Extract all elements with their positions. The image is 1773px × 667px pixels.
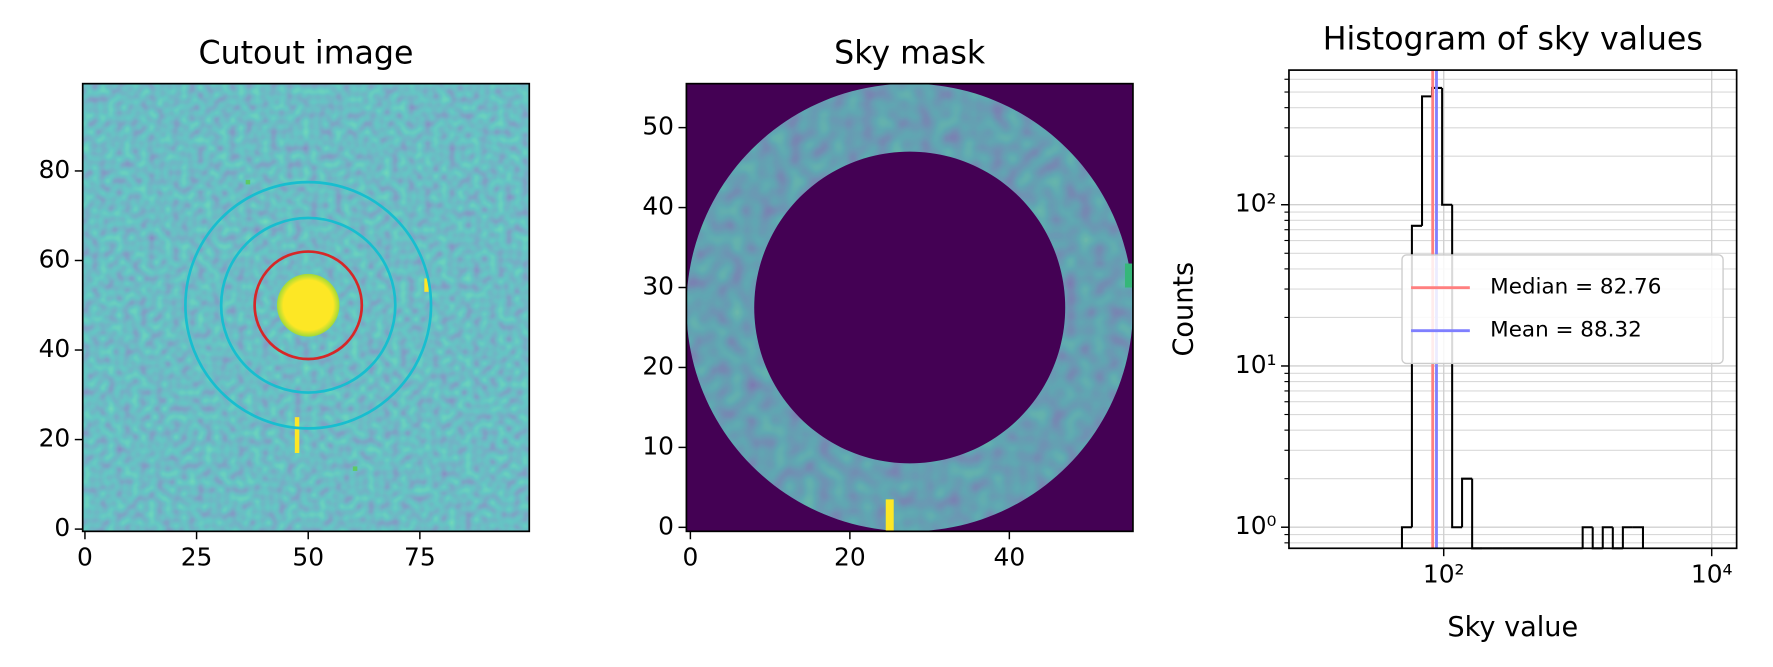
histogram-bar <box>1611 527 1623 550</box>
chart-title: Histogram of sky values <box>1323 22 1703 58</box>
cutout-image <box>82 83 530 532</box>
histogram-bar <box>1621 526 1633 549</box>
histogram-bar <box>1581 526 1593 549</box>
x-tick-label: 0 <box>682 542 698 571</box>
y-tick-label: 30 <box>642 272 674 301</box>
histogram-bar <box>1471 478 1483 550</box>
annulus-inner <box>219 216 397 394</box>
y-tick-label: 10² <box>1235 189 1277 218</box>
y-tick-label: 20 <box>39 424 71 453</box>
y-tick-label: 80 <box>39 155 71 184</box>
histogram-bar <box>1601 526 1613 549</box>
cosmic-ray <box>885 499 894 532</box>
aperture <box>253 250 364 361</box>
histogram-bar <box>1421 95 1433 226</box>
sky-mask-image <box>686 83 1133 532</box>
y-axis-label: Counts <box>1168 262 1199 357</box>
cosmic-ray <box>424 278 429 292</box>
y-tick-label: 50 <box>642 112 674 141</box>
x-tick-label: 10² <box>1423 559 1465 588</box>
x-tick-label: 40 <box>994 542 1026 571</box>
x-tick-label: 20 <box>834 542 866 571</box>
histogram-bar <box>1410 224 1423 528</box>
histogram-bar <box>1461 477 1473 528</box>
x-tick-label: 25 <box>181 542 213 571</box>
hot-pixel <box>245 179 251 185</box>
histogram-bar <box>1591 527 1603 550</box>
chart-title: Cutout image <box>198 35 413 71</box>
x-tick-label: 10⁴ <box>1691 559 1733 588</box>
y-tick-label: 40 <box>39 334 71 363</box>
hot-pixel <box>352 466 358 471</box>
legend-box <box>1401 254 1724 365</box>
y-tick-label: 0 <box>658 511 674 540</box>
axes-frame <box>685 82 1134 533</box>
star <box>276 273 340 337</box>
y-tick-label: 10⁰ <box>1235 511 1277 540</box>
legend-label: Mean = 88.32 <box>1490 318 1642 343</box>
y-tick-label: 60 <box>39 244 71 273</box>
chart-title: Sky mask <box>834 35 986 71</box>
axes-frame <box>81 82 531 533</box>
x-tick-label: 75 <box>404 542 436 571</box>
legend-label: Median = 82.76 <box>1490 275 1661 300</box>
y-tick-label: 10¹ <box>1235 350 1277 379</box>
annulus-outer <box>184 180 433 430</box>
x-tick-label: 50 <box>292 542 324 571</box>
x-tick-label: 0 <box>77 542 93 571</box>
axes-frame <box>1288 69 1738 550</box>
y-tick-label: 20 <box>642 351 674 380</box>
y-tick-label: 10 <box>642 431 674 460</box>
histogram-bar <box>1441 87 1453 206</box>
histogram-bar <box>1400 526 1412 549</box>
histogram-bar <box>1632 526 1644 549</box>
x-axis-label: Sky value <box>1447 612 1578 643</box>
y-tick-label: 40 <box>642 192 674 221</box>
y-tick-label: 0 <box>54 513 70 542</box>
bright-pixel <box>1124 263 1133 288</box>
cosmic-ray <box>294 417 300 453</box>
